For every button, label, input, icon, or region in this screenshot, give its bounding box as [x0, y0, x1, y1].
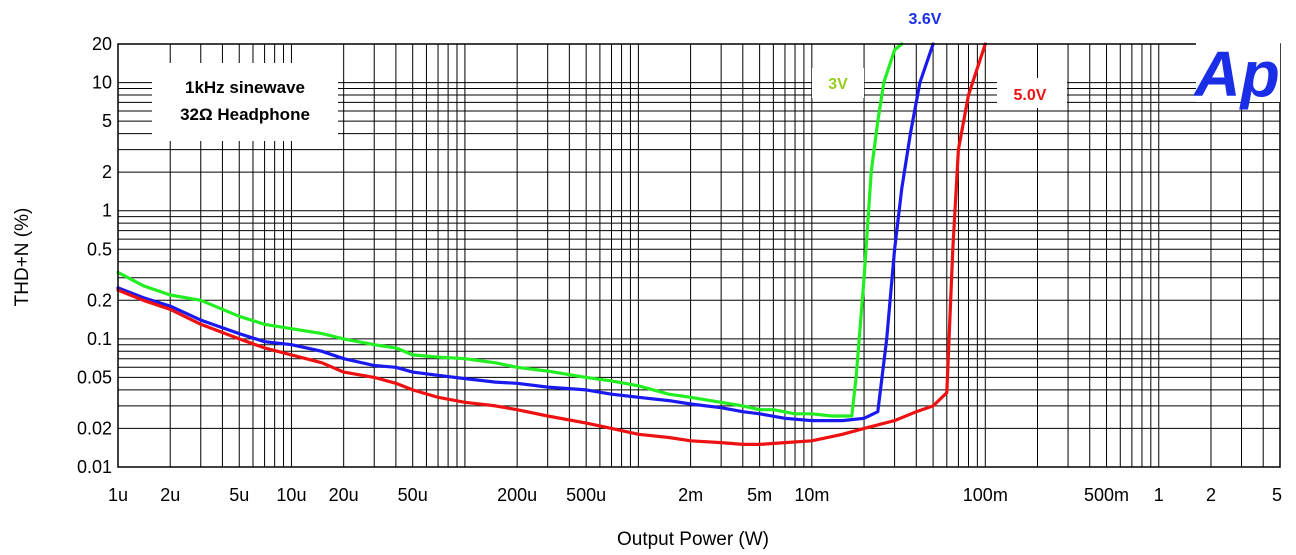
y-tick-label: 1 — [102, 201, 112, 221]
y-tick-label: 0.2 — [87, 290, 112, 310]
x-tick-label: 100m — [963, 485, 1008, 505]
ap-logo: Ap — [1192, 38, 1279, 110]
annotation-line-1: 1kHz sinewave — [185, 78, 305, 97]
x-tick-label: 2m — [678, 485, 703, 505]
logo-bg — [1196, 40, 1280, 102]
series-line-3v — [116, 42, 904, 418]
series-line-5-0v — [116, 42, 987, 446]
x-tick-label: 5u — [229, 485, 249, 505]
y-axis-label: THD+N (%) — [12, 208, 33, 307]
plot-frame — [117, 43, 1281, 468]
y-tick-labels: 20 10 5 2 1 0.5 0.2 0.1 0.05 0.02 0.01 — [77, 34, 112, 477]
annotation-box — [152, 63, 338, 141]
x-tick-label: 500u — [566, 485, 606, 505]
annotation-line-2: 32Ω Headphone — [180, 105, 310, 124]
y-tick-label: 0.02 — [77, 418, 112, 438]
x-tick-label: 5m — [747, 485, 772, 505]
x-tick-label: 10m — [794, 485, 829, 505]
y-tick-label: 20 — [92, 34, 112, 54]
series-lines — [116, 42, 987, 446]
series-label-bg-3v — [812, 68, 864, 98]
series-label-5v: 5.0V — [1014, 87, 1047, 104]
y-tick-label: 0.01 — [77, 457, 112, 477]
y-tick-label: 5 — [102, 111, 112, 131]
y-tick-label: 0.1 — [87, 329, 112, 349]
y-tick-label: 0.05 — [77, 367, 112, 387]
x-tick-label: 1u — [108, 485, 128, 505]
x-tick-labels: 1u 2u 5u 10u 20u 50u 200u 500u 2m 5m 10m 100m 500m 1 2… — [108, 485, 1282, 505]
y-tick-label: 10 — [92, 73, 112, 93]
x-tick-label: 50u — [398, 485, 428, 505]
y-tick-label: 2 — [102, 162, 112, 182]
series-line-3-6v — [116, 42, 935, 423]
x-tick-label: 200u — [497, 485, 537, 505]
x-tick-label: 5 — [1272, 485, 1282, 505]
x-tick-label: 2u — [160, 485, 180, 505]
x-tick-label: 10u — [276, 485, 306, 505]
x-tick-label: 1 — [1154, 485, 1164, 505]
x-tick-label: 2 — [1206, 485, 1216, 505]
series-label-bg-3-6v — [895, 2, 955, 32]
x-tick-label: 20u — [329, 485, 359, 505]
series-label-bg-5v — [997, 78, 1067, 108]
series-label-3-6v: 3.6V — [909, 11, 942, 28]
x-axis-label: Output Power (W) — [617, 529, 769, 550]
y-tick-label: 0.5 — [87, 239, 112, 259]
x-tick-label: 500m — [1084, 485, 1129, 505]
series-label-3v: 3V — [828, 76, 848, 93]
